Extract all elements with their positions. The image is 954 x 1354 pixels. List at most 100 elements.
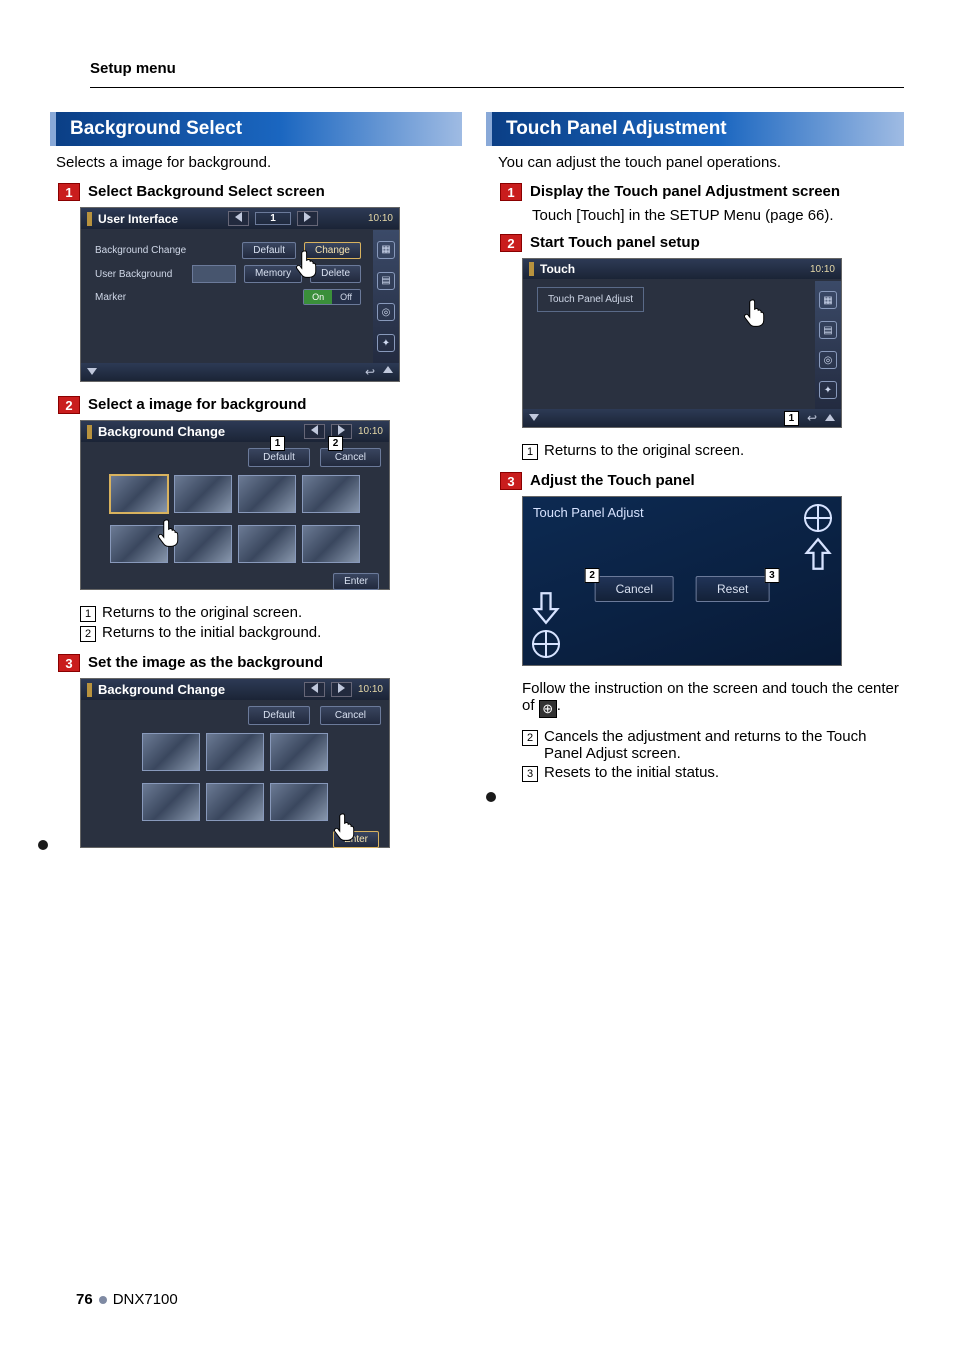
step-badge: 1 bbox=[58, 183, 80, 201]
bg-thumbnail[interactable] bbox=[302, 525, 360, 563]
callout-key: 3 bbox=[522, 766, 538, 782]
marker-toggle[interactable]: On Off bbox=[303, 289, 361, 305]
bg-thumbnail[interactable] bbox=[238, 475, 296, 513]
callout-tag-2: 2 bbox=[328, 436, 343, 451]
image-icon[interactable]: ▤ bbox=[819, 321, 837, 339]
step-1-left: 1 Select Background Select screen bbox=[58, 183, 462, 201]
callout-tag-1: 1 bbox=[784, 411, 799, 426]
callout-list-e: 2Cancels the adjustment and returns to t… bbox=[522, 728, 904, 782]
row-label: User Background bbox=[95, 269, 172, 280]
enter-button[interactable]: Enter bbox=[333, 831, 379, 848]
shot-title: Touch bbox=[540, 262, 575, 276]
step-label: Select Background Select screen bbox=[88, 183, 325, 200]
step-badge: 1 bbox=[500, 183, 522, 201]
cancel-button[interactable]: Cancel bbox=[320, 706, 381, 725]
step-2-right: 2 Start Touch panel setup bbox=[500, 234, 904, 252]
touch-panel-adjust-button[interactable]: Touch Panel Adjust bbox=[537, 287, 644, 312]
page-down-icon[interactable] bbox=[87, 367, 97, 378]
bg-thumbnail[interactable] bbox=[238, 525, 296, 563]
page-footer: 76 DNX7100 bbox=[76, 1291, 178, 1308]
cancel-button[interactable]: Cancel bbox=[595, 576, 674, 602]
clock: 10:10 bbox=[368, 213, 393, 224]
prev-icon[interactable] bbox=[304, 682, 325, 697]
delete-button[interactable]: Delete bbox=[310, 265, 361, 283]
bg-thumbnail[interactable] bbox=[110, 475, 168, 513]
page-up-icon[interactable] bbox=[825, 413, 835, 424]
divider bbox=[90, 87, 904, 88]
bg-thumbnail[interactable] bbox=[174, 525, 232, 563]
step-label: Display the Touch panel Adjustment scree… bbox=[530, 183, 840, 200]
step-badge: 3 bbox=[500, 472, 522, 490]
model-name: DNX7100 bbox=[113, 1291, 178, 1308]
callout-tag-3: 3 bbox=[764, 568, 779, 583]
step-1-right: 1 Display the Touch panel Adjustment scr… bbox=[500, 183, 904, 201]
step-label: Set the image as the background bbox=[88, 654, 323, 671]
grid-icon[interactable]: ▦ bbox=[377, 241, 395, 259]
clock: 10:10 bbox=[810, 264, 835, 275]
default-button[interactable]: Default bbox=[248, 706, 310, 725]
callout-text: Returns to the original screen. bbox=[544, 442, 744, 459]
disc-icon[interactable]: ◎ bbox=[377, 303, 395, 321]
page-indicator: 1 bbox=[255, 212, 291, 225]
calibration-target-icon[interactable] bbox=[531, 629, 561, 659]
section-header-right: Touch Panel Adjustment bbox=[486, 112, 904, 146]
step-body: Touch [Touch] in the SETUP Menu (page 66… bbox=[532, 207, 904, 224]
return-icon[interactable]: ↩ bbox=[365, 365, 375, 379]
shot-title: Background Change bbox=[98, 682, 225, 697]
memory-button[interactable]: Memory bbox=[244, 265, 302, 283]
return-icon[interactable]: ↩ bbox=[807, 411, 817, 425]
bg-thumbnail[interactable] bbox=[302, 475, 360, 513]
bg-thumbnail[interactable] bbox=[270, 783, 328, 821]
default-button[interactable]: Default bbox=[242, 242, 296, 259]
reset-button[interactable]: Reset bbox=[696, 576, 769, 602]
globe-icon[interactable]: ✦ bbox=[377, 334, 395, 352]
callout-text: Cancels the adjustment and returns to th… bbox=[544, 728, 904, 762]
grid-icon[interactable]: ▦ bbox=[819, 291, 837, 309]
bg-thumbnail[interactable] bbox=[110, 525, 168, 563]
bg-thumbnail[interactable] bbox=[142, 783, 200, 821]
clock: 10:10 bbox=[358, 684, 383, 695]
next-icon[interactable] bbox=[297, 211, 318, 226]
disc-icon[interactable]: ◎ bbox=[819, 351, 837, 369]
section-header-left: Background Select bbox=[50, 112, 462, 146]
callout-key: 1 bbox=[80, 606, 96, 622]
user-bg-thumbnail bbox=[192, 265, 236, 283]
adjust-instruction: Follow the instruction on the screen and… bbox=[522, 680, 904, 718]
col-touch-panel: Touch Panel Adjustment You can adjust th… bbox=[492, 112, 904, 862]
callout-list-d: 1Returns to the original screen. bbox=[522, 442, 904, 460]
callout-key: 2 bbox=[80, 626, 96, 642]
shot-title: Touch Panel Adjust bbox=[523, 497, 841, 528]
prev-icon[interactable] bbox=[228, 211, 249, 226]
callout-text: Returns to the original screen. bbox=[102, 604, 302, 621]
bg-thumbnail[interactable] bbox=[270, 733, 328, 771]
step-badge: 2 bbox=[58, 396, 80, 414]
row-label: Background Change bbox=[95, 245, 186, 256]
callout-list-b: 1Returns to the original screen. 2Return… bbox=[80, 604, 462, 642]
image-icon[interactable]: ▤ bbox=[377, 272, 395, 290]
globe-icon[interactable]: ✦ bbox=[819, 381, 837, 399]
intro-right: You can adjust the touch panel operation… bbox=[498, 154, 904, 171]
change-button[interactable]: Change bbox=[304, 242, 361, 259]
page-up-icon[interactable] bbox=[383, 365, 393, 379]
screenshot-touch-adjust: Touch Panel Adjust 2 Cancel bbox=[522, 496, 842, 666]
clock: 10:10 bbox=[358, 426, 383, 437]
screenshot-user-interface: User Interface 1 10:10 Background Change… bbox=[80, 207, 400, 382]
arrow-down-icon bbox=[529, 591, 563, 625]
step-3-right: 3 Adjust the Touch panel bbox=[500, 472, 904, 490]
bg-thumbnail[interactable] bbox=[174, 475, 232, 513]
bg-thumbnail[interactable] bbox=[206, 733, 264, 771]
screenshot-touch-menu: Touch 10:10 Touch Panel Adjust ▦ ▤ ◎ ✦ 1 bbox=[522, 258, 842, 428]
page-down-icon[interactable] bbox=[529, 413, 539, 424]
side-icon-bar: ▦ ▤ ◎ ✦ bbox=[373, 230, 399, 363]
row-label: Marker bbox=[95, 292, 126, 303]
step-label: Adjust the Touch panel bbox=[530, 472, 695, 489]
next-icon[interactable] bbox=[331, 682, 352, 697]
prev-icon[interactable] bbox=[304, 424, 325, 439]
bg-thumbnail[interactable] bbox=[142, 733, 200, 771]
footer-dot-icon bbox=[99, 1296, 107, 1304]
bg-thumbnail[interactable] bbox=[206, 783, 264, 821]
calibration-target-icon[interactable] bbox=[803, 503, 833, 533]
toggle-on: On bbox=[304, 290, 332, 304]
enter-button[interactable]: Enter bbox=[333, 573, 379, 590]
col-background-select: Background Select Selects a image for ba… bbox=[50, 112, 462, 862]
